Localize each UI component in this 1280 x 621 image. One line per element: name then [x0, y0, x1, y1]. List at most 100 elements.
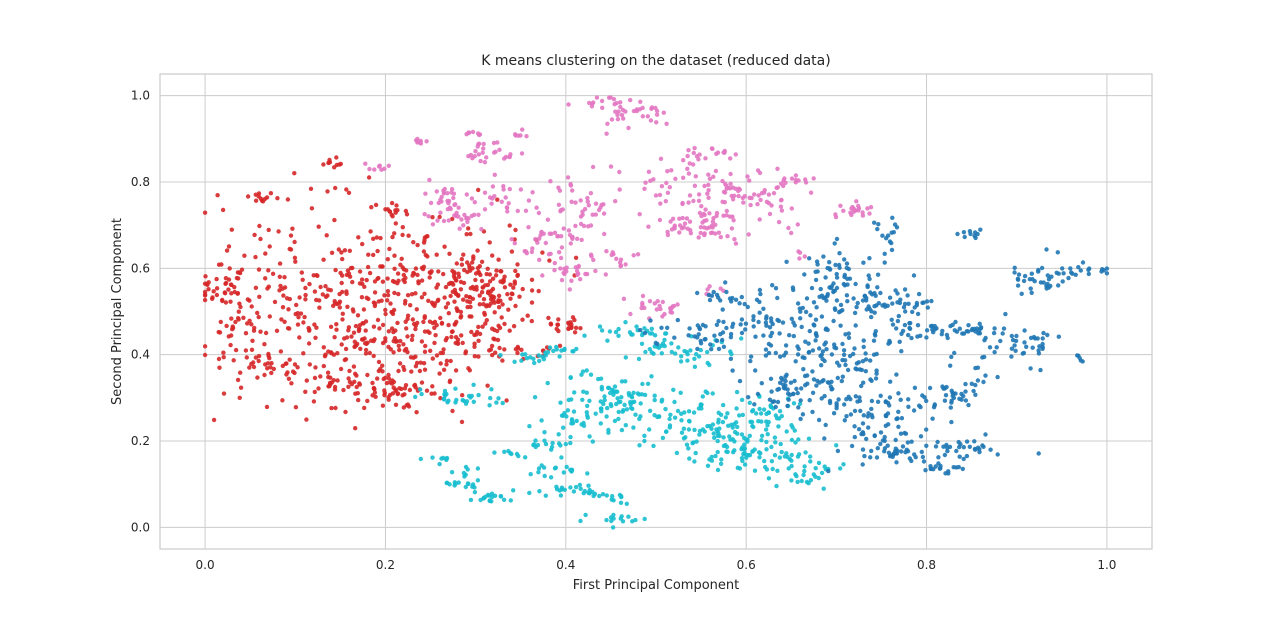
scatter-point [883, 399, 888, 405]
scatter-point [490, 352, 495, 358]
scatter-point [444, 362, 449, 367]
scatter-point [750, 408, 756, 413]
scatter-point [657, 217, 663, 223]
scatter-point [245, 194, 251, 199]
scatter-point [549, 444, 555, 450]
scatter-point [647, 299, 653, 304]
scatter-point [1030, 277, 1035, 282]
scatter-point [697, 326, 703, 332]
scatter-point [758, 411, 764, 416]
scatter-point [404, 212, 410, 217]
scatter-point [408, 303, 413, 308]
scatter-point [808, 459, 813, 464]
scatter-point [346, 328, 351, 333]
scatter-point [280, 398, 285, 403]
scatter-point [296, 315, 301, 320]
scatter-point [880, 233, 885, 238]
scatter-point [783, 374, 788, 379]
scatter-point [816, 460, 822, 466]
scatter-point [386, 329, 391, 334]
scatter-point [444, 480, 449, 486]
scatter-point [900, 328, 906, 334]
scatter-point [732, 439, 737, 444]
scatter-point [464, 192, 469, 197]
scatter-point [798, 316, 803, 321]
scatter-point [860, 462, 865, 467]
scatter-point [698, 225, 704, 230]
scatter-point [483, 321, 488, 326]
scatter-point [233, 319, 238, 325]
scatter-point [605, 338, 610, 343]
scatter-point [875, 285, 880, 290]
scatter-point [202, 210, 208, 215]
scatter-point [912, 452, 917, 457]
scatter-point [540, 354, 545, 359]
scatter-point [294, 302, 299, 308]
scatter-point [539, 418, 544, 423]
scatter-point [262, 342, 267, 347]
scatter-point [476, 392, 481, 398]
scatter-point [515, 262, 520, 267]
scatter-point [918, 434, 924, 439]
scatter-point [1015, 283, 1021, 288]
scatter-point [634, 324, 639, 329]
scatter-point [740, 458, 745, 464]
scatter-point [359, 295, 365, 300]
scatter-point [357, 269, 363, 274]
scatter-point [404, 326, 409, 331]
scatter-point [560, 413, 566, 418]
scatter-point [458, 287, 464, 292]
scatter-point [247, 318, 252, 323]
scatter-point [561, 425, 566, 430]
scatter-point [256, 358, 261, 364]
scatter-point [640, 114, 645, 119]
scatter-point [383, 375, 388, 380]
scatter-point [675, 302, 680, 307]
scatter-point [447, 251, 452, 256]
scatter-point [558, 266, 563, 271]
scatter-point [303, 285, 308, 291]
scatter-point [878, 290, 883, 296]
scatter-point [769, 444, 774, 450]
scatter-point [987, 345, 993, 350]
scatter-point [375, 376, 380, 381]
scatter-point [376, 275, 381, 281]
scatter-point [945, 448, 950, 454]
scatter-point [950, 322, 955, 327]
scatter-point [422, 235, 428, 240]
scatter-point [786, 397, 791, 402]
scatter-point [346, 384, 351, 389]
scatter-point [236, 309, 241, 314]
scatter-point [914, 300, 920, 306]
scatter-point [512, 279, 517, 284]
scatter-point [231, 358, 236, 363]
scatter-point [318, 374, 323, 379]
scatter-point [479, 259, 485, 264]
scatter-point [496, 396, 501, 401]
scatter-point [479, 278, 485, 284]
scatter-point [803, 180, 809, 185]
scatter-point [766, 476, 772, 481]
scatter-point [691, 198, 696, 204]
scatter-point [715, 150, 721, 155]
scatter-point [488, 395, 493, 401]
scatter-point [789, 316, 794, 321]
scatter-point [393, 210, 398, 215]
scatter-point [906, 397, 911, 402]
scatter-point [766, 410, 772, 415]
scatter-point [465, 481, 471, 486]
scatter-point [623, 262, 628, 267]
scatter-point [898, 397, 903, 402]
scatter-point [692, 364, 698, 369]
scatter-point [618, 104, 623, 110]
scatter-point [890, 301, 895, 306]
scatter-point [723, 415, 728, 420]
scatter-point [730, 368, 735, 373]
scatter-point [292, 171, 297, 176]
scatter-point [229, 333, 234, 338]
scatter-point [532, 360, 537, 366]
scatter-point [963, 381, 968, 387]
scatter-point [739, 397, 745, 403]
scatter-point [713, 168, 719, 174]
scatter-point [471, 382, 476, 387]
